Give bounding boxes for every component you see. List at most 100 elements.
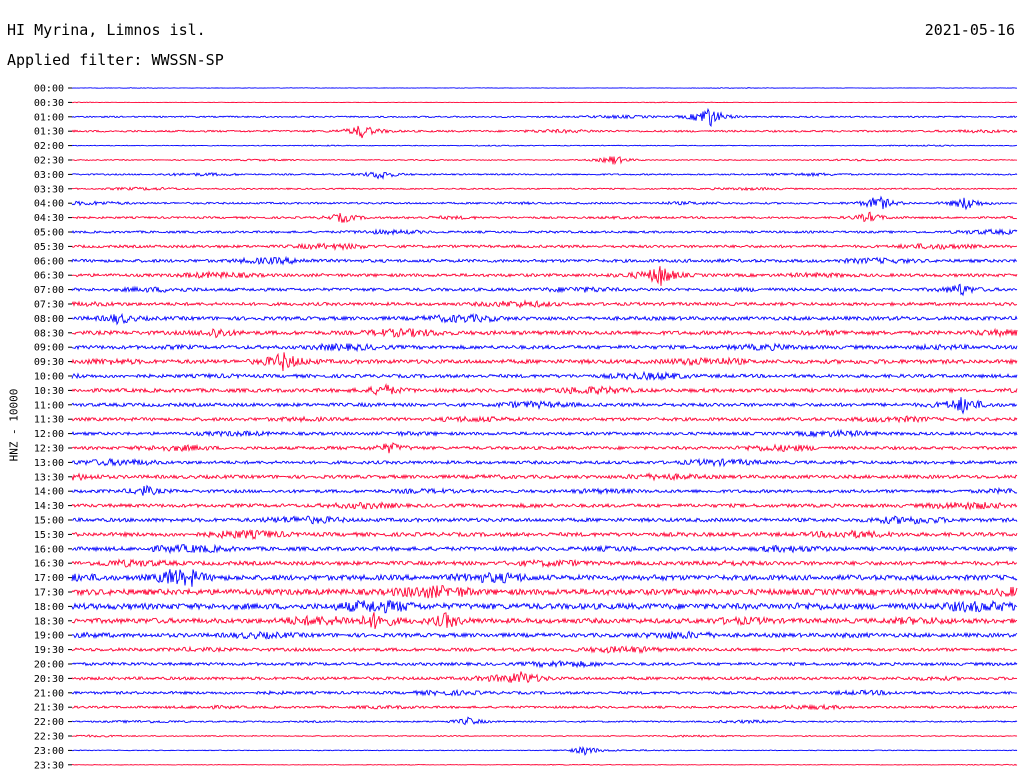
trace-row [71,382,1018,396]
trace-row [71,528,1018,540]
trace-row [71,144,1018,147]
row-time-label: 06:30 [34,271,64,282]
row-time-label: 03:30 [34,184,64,195]
trace-row [71,228,1018,236]
trace-row [71,370,1018,381]
row-time-label: 18:00 [34,602,64,613]
row-time-label: 18:30 [34,616,64,627]
row-time-label: 08:30 [34,328,64,339]
row-time-label: 19:30 [34,645,64,656]
station-title: HI Myrina, Limnos isl. [7,21,206,39]
trace-row [71,734,1018,738]
trace-row [71,599,1018,614]
trace-row [71,312,1018,326]
trace-row [71,671,1018,684]
trace-row [71,688,1018,697]
trace-row [71,242,1018,252]
row-time-label: 01:30 [34,127,64,138]
row-time-label: 07:00 [34,285,64,296]
row-time-label: 05:30 [34,242,64,253]
row-time-label: 15:30 [34,530,64,541]
row-time-label: 22:00 [34,717,64,728]
row-time-label: 16:30 [34,559,64,570]
row-time-label: 14:30 [34,501,64,512]
trace-row [71,484,1018,496]
row-time-label: 14:00 [34,487,64,498]
row-time-label: 12:30 [34,444,64,455]
row-time-label: 04:00 [34,199,64,210]
filter-label: Applied filter: WWSSN-SP [7,51,224,69]
row-time-label: 11:00 [34,400,64,411]
row-time-label: 03:00 [34,170,64,181]
trace-row [71,352,1018,372]
trace-row [71,472,1018,482]
row-time-label: 20:00 [34,660,64,671]
row-time-label: 00:00 [34,84,64,95]
trace-row [71,255,1018,266]
trace-row [71,501,1018,511]
trace-row [71,186,1018,192]
row-time-label: 00:30 [34,98,64,109]
trace-row [71,171,1018,180]
trace-row [71,442,1018,454]
row-time-label: 22:30 [34,732,64,743]
row-time-label: 06:00 [34,256,64,267]
trace-row [71,585,1018,599]
trace-row [71,125,1018,139]
record-date: 2021-05-16 [924,21,1015,39]
row-time-label: 21:00 [34,688,64,699]
trace-row [71,342,1018,353]
trace-row [71,515,1018,525]
trace-row [71,630,1018,640]
trace-row [71,87,1018,89]
row-time-label: 12:00 [34,429,64,440]
row-time-label: 09:00 [34,343,64,354]
row-time-label: 05:00 [34,228,64,239]
row-time-label: 19:00 [34,631,64,642]
trace-row [71,101,1018,104]
row-time-label: 13:00 [34,458,64,469]
trace-row [71,415,1018,424]
row-time-label: 21:30 [34,703,64,714]
trace-row [71,397,1018,415]
row-time-label: 17:30 [34,588,64,599]
row-time-label: 17:00 [34,573,64,584]
trace-row [71,703,1018,711]
row-time-label: 07:30 [34,300,64,311]
trace-row [71,763,1018,766]
trace-row [71,211,1018,223]
row-time-label: 02:00 [34,141,64,152]
trace-row [71,283,1018,297]
row-time-label: 10:00 [34,372,64,383]
trace-row [71,612,1018,630]
row-time-label: 11:30 [34,415,64,426]
trace-row [71,746,1018,756]
trace-row [71,299,1018,309]
trace-row [71,569,1018,587]
row-time-label: 20:30 [34,674,64,685]
row-time-label: 23:30 [34,760,64,771]
trace-row [71,156,1018,166]
trace-row [71,645,1018,655]
trace-row [71,716,1018,726]
trace-row [71,266,1018,286]
row-time-label: 09:30 [34,357,64,368]
trace-row [71,558,1018,569]
trace-row [71,195,1018,211]
row-time-label: 02:30 [34,156,64,167]
trace-row [71,659,1018,669]
row-time-label: 04:30 [34,213,64,224]
row-time-label: 01:00 [34,112,64,123]
trace-row [71,457,1018,468]
row-time-label: 23:00 [34,746,64,757]
trace-row [71,327,1018,339]
trace-row [71,543,1018,555]
row-time-label: 13:30 [34,472,64,483]
row-time-label: 16:00 [34,544,64,555]
row-time-label: 08:00 [34,314,64,325]
trace-row [71,428,1018,439]
trace-row [71,107,1018,127]
row-time-label: 15:00 [34,516,64,527]
row-time-label: 10:30 [34,386,64,397]
